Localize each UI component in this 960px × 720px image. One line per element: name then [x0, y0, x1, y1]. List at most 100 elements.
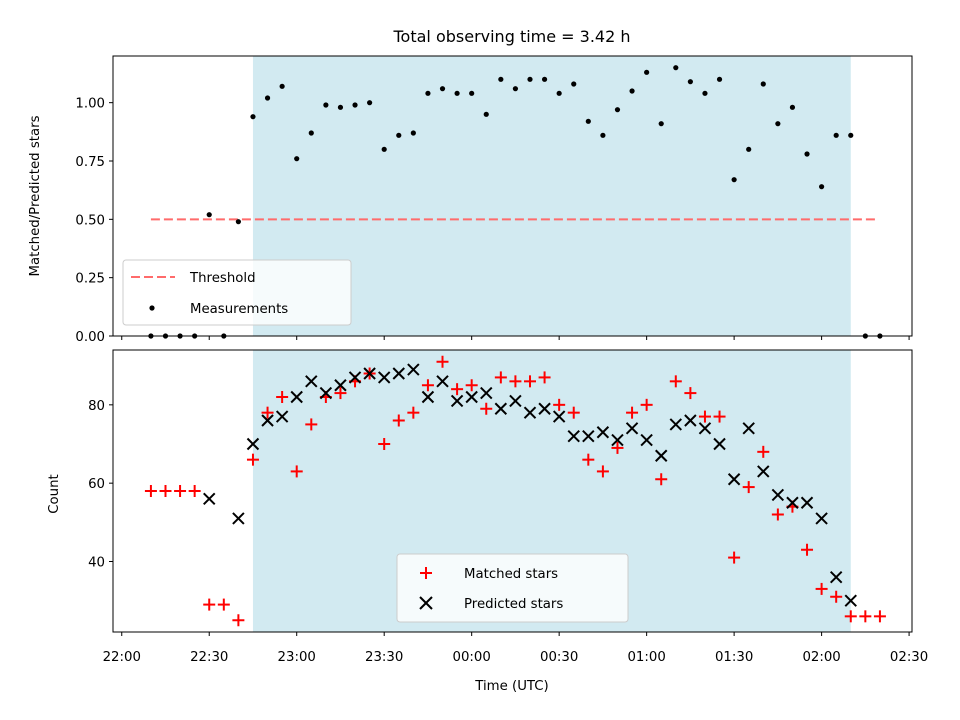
- matched-star-point: [188, 485, 201, 497]
- measurement-point: [673, 65, 679, 71]
- y-tick-label: 0.00: [75, 330, 105, 345]
- predicted-star-point: [611, 433, 624, 447]
- matched-star-point: [684, 387, 697, 400]
- legend-threshold-label: Threshold: [189, 271, 256, 286]
- matched-star-point: [159, 485, 172, 497]
- matched-star-point: [698, 410, 711, 423]
- matched-star-point: [232, 614, 245, 627]
- matched-star-point: [480, 402, 493, 415]
- top-x-ticks: [121, 336, 910, 340]
- predicted-star-point: [363, 367, 376, 380]
- matched-star-point: [174, 485, 187, 497]
- measurement-point: [308, 130, 314, 136]
- matched-star-point: [261, 406, 274, 419]
- predicted-star-point: [203, 492, 216, 506]
- bottom-panel: 40 60 80 22:00 22:30 23:00 23:30 00:00 00:30 01:…: [47, 349, 928, 694]
- measurement-point: [687, 79, 693, 85]
- x-axis-label: Time (UTC): [474, 679, 549, 694]
- predicted-star-point: [450, 394, 464, 408]
- bottom-x-ticks: 22:00 22:30 23:00 23:30 00:00 00:30 01:00 01:30…: [103, 632, 928, 665]
- predicted-star-point: [509, 394, 522, 408]
- x-tick-label: 23:00: [278, 650, 316, 665]
- predicted-star-point: [640, 433, 653, 447]
- measurement-point: [775, 121, 781, 127]
- predicted-star-point: [684, 414, 697, 427]
- measurement-point: [367, 100, 373, 106]
- measurement-point: [629, 88, 635, 94]
- predicted-star-point: [334, 379, 347, 392]
- measurement-point: [337, 104, 344, 110]
- x-tick-label: 02:00: [802, 650, 840, 665]
- predicted-star-point: [800, 496, 814, 509]
- y-tick-label: 80: [88, 399, 105, 414]
- matched-star-point: [144, 485, 157, 497]
- legend-measurement-swatch: [149, 305, 155, 311]
- measurement-point: [439, 86, 446, 92]
- matched-star-point: [626, 406, 639, 419]
- predicted-star-point: [669, 418, 683, 431]
- measurement-point: [644, 69, 650, 75]
- x-tick-label: 22:00: [103, 650, 141, 665]
- measurement-point: [512, 86, 519, 92]
- matched-star-point: [801, 543, 814, 556]
- count-points: [144, 355, 886, 627]
- measurement-point: [425, 90, 431, 96]
- chart-title: Total observing time = 3.42 h: [392, 27, 630, 46]
- predicted-star-point: [465, 390, 478, 404]
- matched-star-point: [290, 465, 303, 478]
- bottom-y-ticks: 40 60 80: [88, 399, 113, 571]
- measurement-point: [600, 132, 606, 138]
- measurement-point: [323, 102, 329, 108]
- matched-star-point: [494, 371, 507, 384]
- predicted-star-point: [480, 386, 493, 400]
- y-tick-label: 0.75: [75, 155, 105, 170]
- measurement-point: [527, 76, 533, 82]
- top-shaded-region: [252, 56, 851, 336]
- measurement-points: [148, 65, 883, 339]
- y-tick-label: 1.00: [75, 97, 105, 112]
- measurement-point: [381, 146, 387, 152]
- measurement-point: [789, 104, 796, 110]
- measurement-point: [716, 76, 723, 82]
- matched-star-point: [246, 453, 259, 466]
- x-tick-label: 00:00: [453, 650, 491, 665]
- predicted-star-point: [494, 402, 508, 415]
- measurement-point: [396, 132, 402, 138]
- measurement-point: [541, 76, 548, 82]
- measurement-point: [279, 83, 285, 89]
- measurement-point: [804, 151, 810, 157]
- measurement-point: [250, 114, 256, 120]
- predicted-star-point: [596, 426, 610, 439]
- x-tick-label: 01:00: [627, 650, 665, 665]
- measurement-point: [483, 111, 489, 117]
- matched-star-point: [771, 508, 784, 521]
- predicted-star-point: [742, 422, 755, 435]
- matched-star-point: [203, 598, 216, 611]
- top-axes-frame: [112, 55, 913, 337]
- matched-star-point: [873, 610, 886, 623]
- matched-star-point: [757, 445, 770, 458]
- measurement-point: [294, 156, 300, 162]
- measurement-point: [585, 118, 591, 124]
- matched-star-point: [713, 410, 726, 423]
- predicted-star-point: [538, 402, 551, 415]
- measurement-point: [352, 102, 358, 108]
- matched-star-point: [334, 387, 347, 400]
- predicted-star-point: [786, 496, 799, 509]
- matched-star-point: [538, 371, 551, 384]
- y-tick-label: 40: [88, 556, 105, 571]
- predicted-star-point: [232, 512, 245, 525]
- predicted-star-point: [305, 375, 318, 388]
- predicted-star-point: [392, 367, 405, 380]
- matched-star-point: [830, 590, 843, 603]
- matched-star-point: [276, 391, 289, 403]
- measurement-point: [264, 95, 271, 101]
- matched-star-point: [217, 598, 230, 611]
- matched-star-point: [465, 379, 478, 392]
- predicted-star-point: [771, 488, 785, 502]
- y-tick-label: 0.25: [75, 272, 105, 287]
- predicted-star-point: [290, 390, 303, 404]
- bottom-axes-frame: [112, 349, 913, 633]
- measurement-point: [760, 81, 766, 87]
